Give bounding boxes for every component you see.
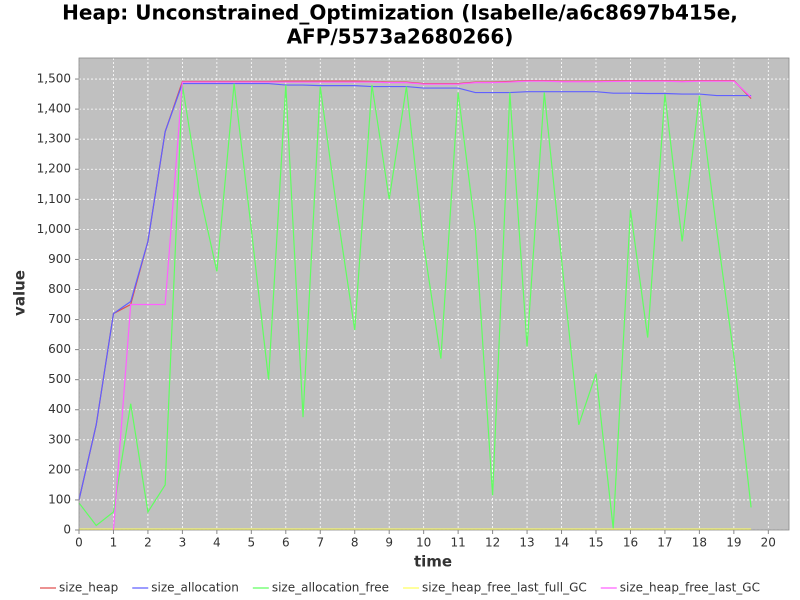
legend-label: size_allocation (151, 581, 239, 595)
y-tick-label: 1,300 (37, 132, 71, 146)
x-tick-label: 5 (248, 536, 256, 550)
legend-label: size_heap_free_last_full_GC (422, 581, 587, 595)
x-tick-label: 11 (450, 536, 465, 550)
y-tick-label: 1,500 (37, 72, 71, 86)
plot-area (79, 58, 789, 530)
x-tick-label: 10 (416, 536, 431, 550)
y-tick-label: 700 (48, 312, 71, 326)
x-tick-label: 2 (144, 536, 152, 550)
x-tick-label: 0 (75, 536, 83, 550)
x-tick-label: 12 (485, 536, 500, 550)
legend-label: size_heap (59, 581, 118, 595)
x-tick-label: 18 (692, 536, 707, 550)
x-tick-label: 4 (213, 536, 221, 550)
x-tick-label: 15 (588, 536, 603, 550)
y-tick-label: 400 (48, 402, 71, 416)
legend-label: size_heap_free_last_GC (620, 581, 760, 595)
y-tick-label: 1,200 (37, 162, 71, 176)
chart-title: AFP/5573a2680266) (287, 25, 514, 49)
chart-title: Heap: Unconstrained_Optimization (Isabel… (62, 1, 738, 25)
y-tick-label: 0 (63, 523, 71, 537)
y-tick-label: 500 (48, 372, 71, 386)
x-tick-label: 14 (554, 536, 569, 550)
x-tick-label: 7 (316, 536, 324, 550)
y-tick-label: 100 (48, 492, 71, 506)
legend-label: size_allocation_free (272, 581, 389, 595)
y-tick-label: 1,000 (37, 222, 71, 236)
x-tick-label: 6 (282, 536, 290, 550)
x-tick-label: 19 (726, 536, 741, 550)
x-tick-label: 1 (110, 536, 118, 550)
y-tick-label: 300 (48, 432, 71, 446)
x-tick-label: 3 (179, 536, 187, 550)
y-axis-label: value (11, 270, 29, 316)
x-axis-label: time (414, 553, 452, 571)
plot-border (78, 57, 790, 531)
series-line (112, 80, 752, 531)
series-line (78, 82, 752, 501)
y-tick-label: 800 (48, 282, 71, 296)
series-line (78, 83, 752, 529)
y-tick-label: 1,400 (37, 102, 71, 116)
x-tick-label: 8 (351, 536, 359, 550)
y-tick-label: 200 (48, 462, 71, 476)
x-tick-label: 16 (623, 536, 638, 550)
y-tick-label: 900 (48, 252, 71, 266)
legend: size_heap size_allocation size_allocation_… (40, 581, 760, 595)
series-line (78, 79, 752, 501)
y-tick-label: 600 (48, 342, 71, 356)
y-tick-label: 1,100 (37, 192, 71, 206)
x-tick-label: 17 (657, 536, 672, 550)
x-tick-label: 20 (761, 536, 776, 550)
x-tick-label: 9 (385, 536, 393, 550)
x-tick-label: 13 (519, 536, 534, 550)
